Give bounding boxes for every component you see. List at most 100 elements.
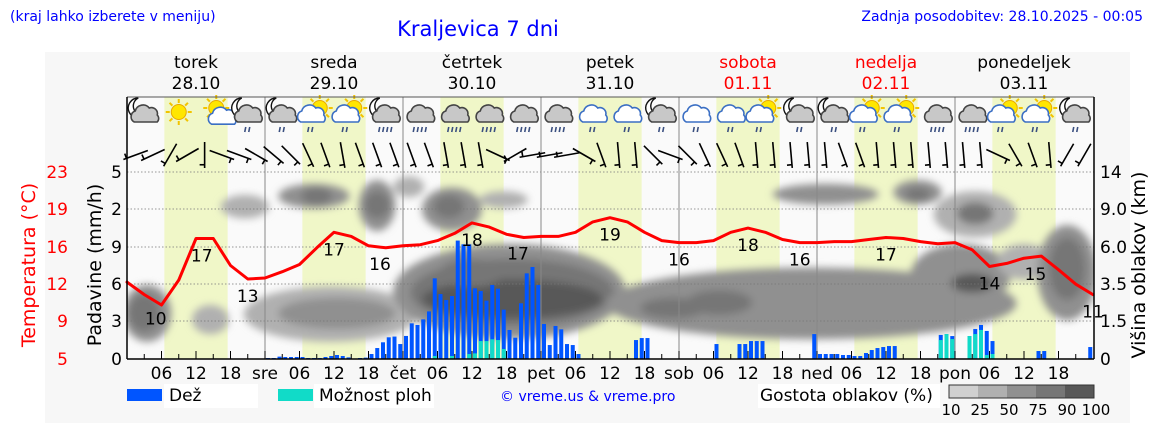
precipitation-axis-title: Padavine (mm/h): [84, 184, 106, 347]
wind-barb-feather: [307, 163, 313, 167]
wind-barb-feather: [690, 161, 696, 166]
cloud-icon: [233, 104, 263, 123]
rain-drop-icon: [929, 126, 933, 133]
shower-bar: [944, 334, 949, 359]
wind-barb-stem: [633, 141, 638, 169]
x-axis: 06 12 18 sre 06 12 18 čet 06 12 18 pet 06 12 18 sob 06 12…: [151, 364, 1070, 384]
precipitation-tick-label: 5: [111, 163, 122, 183]
day-name: petek: [586, 53, 634, 73]
rain-bar: [283, 357, 288, 359]
x-hour-label: 12: [875, 364, 897, 384]
x-hour-label: 06: [841, 364, 863, 384]
cloud-rain-icon: [716, 104, 746, 133]
temperature-tick-label: 16: [46, 238, 68, 258]
rain-drop-icon: [759, 126, 763, 133]
cloud-blob: [479, 191, 528, 209]
rain-drop-icon: [795, 126, 799, 133]
temperature-tick-label: 5: [57, 350, 68, 370]
wind-barb-icon: [942, 141, 949, 169]
rain-drop-icon: [554, 126, 558, 133]
rain-drop-icon: [446, 126, 450, 133]
wind-barb-feather: [503, 155, 508, 161]
rain-bar: [409, 323, 414, 359]
sun-ray: [359, 113, 365, 118]
wind-barb-feather: [1057, 160, 1063, 165]
day-separators: [143, 97, 1077, 359]
wind-barb-icon: [263, 146, 285, 166]
rain-legend-swatch: [127, 389, 162, 401]
rain-bar: [1042, 351, 1047, 359]
location-hint[interactable]: (kraj lahko izberete v meniju): [10, 9, 216, 25]
wind-barb-stem: [1077, 143, 1092, 167]
cloud-height-tick-label: 3.5: [1100, 275, 1127, 295]
wind-barb-feather: [141, 154, 145, 160]
rain-drop-icon: [515, 126, 519, 133]
rain-bar: [524, 273, 529, 359]
x-hour-label: 06: [979, 364, 1001, 384]
wind-barb-stem: [978, 141, 983, 169]
wind-barb-stem: [320, 142, 331, 168]
showers-legend-bg: [314, 384, 434, 408]
shower-bar: [484, 341, 489, 359]
wind-barb-feather: [175, 155, 180, 161]
day-name: nedelja: [855, 53, 917, 73]
x-hour-label: 12: [599, 364, 621, 384]
rain-drop-icon: [519, 126, 523, 133]
wind-barb-icon: [821, 141, 828, 169]
sun-icon: [165, 99, 192, 125]
rain-drop-icon: [696, 126, 700, 133]
rain-bar: [714, 344, 719, 359]
sun-cloud-rain-icon: [848, 95, 885, 133]
rain-bar: [501, 309, 506, 359]
wind-barb-stem: [553, 151, 580, 159]
moon-cloud-rain-icon: [265, 97, 298, 133]
credit-link[interactable]: © vreme.us & vreme.pro: [500, 389, 675, 405]
wind-barb-stem: [734, 142, 745, 168]
rain-drop-icon: [278, 126, 282, 133]
cloud-scale-label: 100: [1082, 401, 1111, 419]
sun-ray: [168, 117, 174, 122]
wind-barb-feather: [655, 161, 661, 166]
sun-cloud-rain-icon: [986, 95, 1023, 133]
shower-bar: [967, 336, 972, 359]
rain-drop-icon: [485, 126, 489, 133]
rain-bar: [542, 323, 546, 359]
shower-bar: [938, 340, 943, 359]
wind-barb-stem: [771, 141, 776, 169]
temperature-tick-label: 12: [46, 275, 68, 295]
temperature-label: 10: [145, 310, 167, 330]
wind-barb-feather: [293, 161, 299, 166]
rain-bar: [547, 345, 552, 359]
rain-drop-icon: [726, 126, 730, 133]
wind-barb-icon: [643, 145, 663, 166]
wind-barb-stem: [477, 142, 484, 168]
rain-bar: [818, 354, 822, 359]
wind-barb-icon: [209, 149, 235, 164]
wind-barb-feather: [858, 163, 864, 167]
x-hour-label: 06: [289, 364, 311, 384]
rain-drop-icon: [964, 126, 968, 133]
wind-barb-stem: [503, 147, 527, 163]
rain-bar: [565, 344, 569, 359]
x-hour-label: 06: [703, 364, 725, 384]
cloud-heavy-rain-icon: [544, 104, 574, 133]
cloud-scale-swatch: [1007, 385, 1036, 398]
wind-barb-stem: [698, 142, 712, 168]
wind-barb-icon: [503, 147, 527, 163]
wind-barb-icon: [677, 145, 698, 166]
rain-bar: [300, 357, 305, 359]
rain-bar: [329, 356, 334, 359]
day-name: četrtek: [442, 53, 503, 73]
wind-barb-stem: [226, 149, 252, 161]
rain-drop-icon: [799, 126, 803, 133]
rain-drop-icon: [996, 126, 1000, 133]
day-name: ponedeljek: [977, 53, 1071, 73]
shower-bar: [984, 355, 989, 359]
wind-barb-icon: [389, 142, 400, 168]
cloud-blob: [364, 191, 390, 219]
temperature-tick-label: 9: [57, 312, 68, 332]
wind-barb-icon: [477, 142, 484, 168]
rain-bar: [570, 345, 575, 359]
rain-bar: [852, 356, 857, 359]
